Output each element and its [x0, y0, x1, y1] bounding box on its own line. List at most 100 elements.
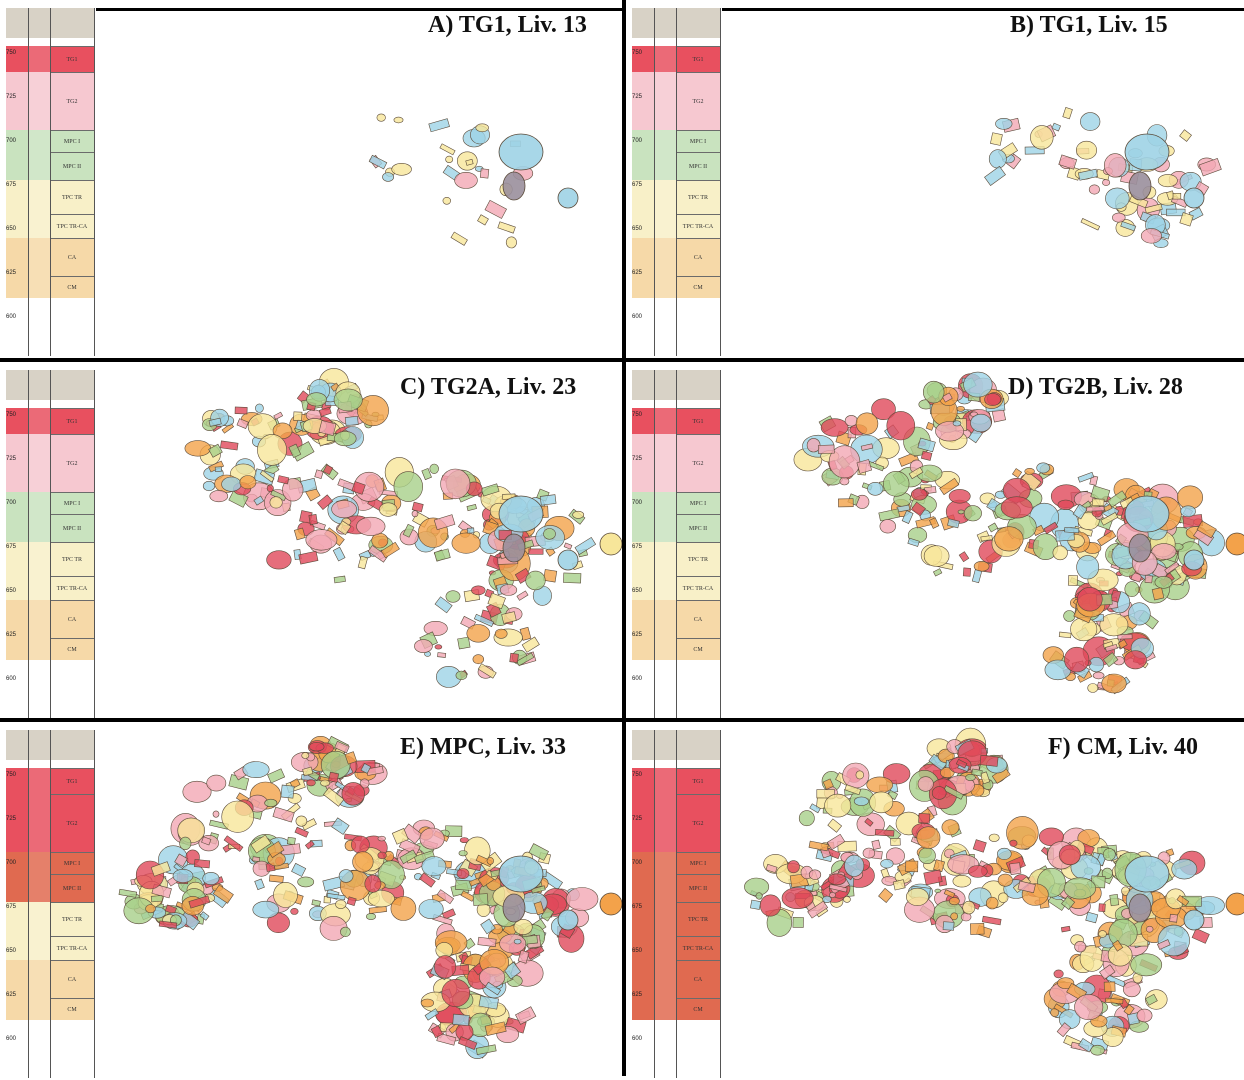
find-rect: [452, 1013, 470, 1026]
find-ellipse: [963, 505, 982, 522]
find-ellipse: [454, 171, 478, 189]
find-ellipse: [968, 865, 988, 878]
find-rect: [199, 911, 210, 921]
find-ellipse: [390, 896, 417, 921]
find-rect: [1103, 981, 1116, 992]
find-ellipse: [1057, 499, 1074, 510]
orange-find: [599, 532, 622, 556]
depth-tick: 625: [6, 270, 17, 276]
find-ellipse: [209, 490, 229, 503]
depth-tick: 725: [632, 94, 643, 100]
find-rect: [981, 915, 1002, 926]
find-rect: [871, 839, 881, 850]
level-segment: [654, 902, 676, 936]
level-segment: [28, 902, 50, 936]
find-ellipse: [855, 770, 865, 780]
find-rect: [391, 828, 409, 845]
find-rect: [1064, 527, 1080, 534]
find-ellipse: [781, 887, 814, 910]
find-ellipse: [419, 827, 445, 850]
find-rect: [118, 888, 138, 898]
find-ellipse: [421, 856, 447, 877]
strat-unit: MPC II: [50, 152, 94, 180]
find-ellipse: [829, 892, 836, 899]
depth-segment: [6, 768, 28, 794]
find-rect: [1169, 913, 1178, 923]
find-rect: [439, 143, 456, 156]
strat-unit: TG1: [50, 408, 94, 434]
find-rect: [943, 785, 964, 800]
find-ellipse: [952, 875, 972, 888]
find-rect: [457, 1036, 478, 1051]
find-rect: [828, 883, 848, 893]
find-rect: [808, 840, 829, 852]
blue-find: [1183, 909, 1205, 931]
find-rect: [479, 168, 490, 179]
column-rule: [94, 8, 95, 356]
find-rect: [528, 548, 544, 555]
find-rect: [428, 118, 450, 133]
find-ellipse: [880, 859, 894, 869]
column-rule: [676, 8, 677, 356]
strat-unit: CM: [676, 638, 720, 660]
find-ellipse: [335, 899, 347, 909]
finds-plot: [744, 727, 1244, 1056]
find-ellipse: [1074, 941, 1087, 953]
find-ellipse: [505, 236, 517, 249]
column-rule: [654, 8, 655, 356]
find-ellipse: [264, 798, 278, 808]
level-segment: [654, 514, 676, 542]
stratigraphic-column: TG1 TG2 MPC I MPC II TPC TR TPC TR-CA CA CM 750 7…: [6, 730, 95, 1078]
find-rect: [223, 835, 244, 852]
find-rect: [925, 422, 935, 431]
find-rect: [918, 813, 931, 824]
find-rect: [1086, 506, 1105, 512]
depth-segment: [632, 852, 654, 874]
find-ellipse: [359, 778, 370, 789]
find-ellipse: [988, 149, 1007, 169]
stratigraphic-column: TG1 TG2 MPC I MPC II TPC TR TPC TR-CA CA CM 750 7…: [632, 8, 721, 356]
find-rect: [368, 154, 388, 170]
find-ellipse: [1080, 112, 1101, 131]
find-ellipse: [744, 877, 770, 896]
strat-unit: CA: [50, 238, 94, 276]
find-ellipse: [1105, 187, 1130, 210]
depth-segment: [632, 180, 654, 214]
depth-tick: 675: [6, 904, 17, 910]
find-rect: [1078, 1037, 1094, 1053]
find-ellipse: [996, 847, 1012, 860]
depth-segment: [632, 238, 654, 276]
blue-find: [1183, 187, 1205, 209]
strat-unit: CA: [676, 600, 720, 638]
find-rect: [932, 568, 943, 577]
find-ellipse: [787, 860, 800, 874]
find-ellipse: [882, 763, 911, 785]
find-rect: [1062, 106, 1073, 120]
level-segment: [28, 276, 50, 298]
depth-segment: [632, 960, 654, 998]
find-rect: [1102, 652, 1119, 668]
level-segment: [28, 238, 50, 276]
find-ellipse: [984, 393, 1002, 406]
strat-unit: TPC TR: [50, 180, 94, 214]
find-ellipse: [320, 779, 330, 787]
depth-segment: [6, 514, 28, 542]
find-rect: [188, 895, 211, 909]
find-ellipse: [869, 791, 894, 814]
level-segment: [28, 576, 50, 600]
strat-unit: CA: [676, 238, 720, 276]
depth-segment: [6, 576, 28, 600]
depth-segment: [632, 794, 654, 852]
finds-plot: [984, 106, 1222, 248]
find-rect: [750, 899, 762, 910]
find-rect: [268, 874, 284, 883]
find-ellipse: [1124, 581, 1140, 597]
top-border: [722, 8, 1244, 11]
strat-unit: MPC I: [676, 130, 720, 152]
find-ellipse: [525, 570, 546, 591]
strat-unit: TPC TR-CA: [50, 936, 94, 960]
level-segment: [28, 542, 50, 576]
finds-plot: [118, 735, 622, 1059]
find-rect: [318, 406, 332, 417]
find-ellipse: [1102, 1027, 1124, 1047]
